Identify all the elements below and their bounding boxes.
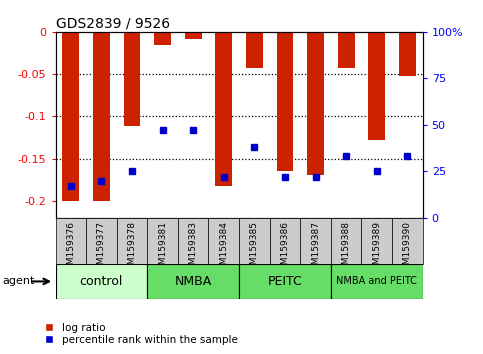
Bar bbox=[56, 264, 147, 299]
Bar bbox=[331, 218, 361, 264]
Text: GSM159381: GSM159381 bbox=[158, 221, 167, 276]
Text: GSM159378: GSM159378 bbox=[128, 221, 137, 276]
Bar bbox=[277, 32, 293, 171]
Bar bbox=[270, 218, 300, 264]
Text: GSM159390: GSM159390 bbox=[403, 221, 412, 276]
Text: GSM159383: GSM159383 bbox=[189, 221, 198, 276]
Text: GSM159389: GSM159389 bbox=[372, 221, 381, 276]
Bar bbox=[185, 32, 201, 39]
Text: GSM159376: GSM159376 bbox=[66, 221, 75, 276]
Text: GSM159386: GSM159386 bbox=[281, 221, 289, 276]
Bar bbox=[399, 32, 416, 76]
Bar bbox=[338, 32, 355, 68]
Bar bbox=[246, 32, 263, 68]
Bar bbox=[62, 32, 79, 201]
Bar bbox=[124, 32, 141, 126]
Legend: log ratio, percentile rank within the sample: log ratio, percentile rank within the sa… bbox=[34, 318, 242, 349]
Text: PEITC: PEITC bbox=[268, 275, 302, 288]
Bar bbox=[300, 218, 331, 264]
Bar bbox=[239, 218, 270, 264]
Text: GSM159384: GSM159384 bbox=[219, 221, 228, 276]
Bar bbox=[331, 264, 423, 299]
Text: agent: agent bbox=[2, 276, 35, 286]
Text: NMBA: NMBA bbox=[174, 275, 212, 288]
Text: GDS2839 / 9526: GDS2839 / 9526 bbox=[56, 16, 170, 30]
Text: control: control bbox=[80, 275, 123, 288]
Bar bbox=[361, 218, 392, 264]
Bar bbox=[147, 218, 178, 264]
Text: GSM159388: GSM159388 bbox=[341, 221, 351, 276]
Text: GSM159387: GSM159387 bbox=[311, 221, 320, 276]
Bar bbox=[239, 264, 331, 299]
Bar bbox=[117, 218, 147, 264]
Bar bbox=[369, 32, 385, 140]
Text: GSM159385: GSM159385 bbox=[250, 221, 259, 276]
Bar bbox=[86, 218, 117, 264]
Bar bbox=[93, 32, 110, 201]
Bar bbox=[392, 218, 423, 264]
Bar bbox=[147, 264, 239, 299]
Bar bbox=[178, 218, 209, 264]
Bar bbox=[307, 32, 324, 176]
Bar bbox=[209, 218, 239, 264]
Text: GSM159377: GSM159377 bbox=[97, 221, 106, 276]
Bar bbox=[56, 218, 86, 264]
Bar bbox=[215, 32, 232, 187]
Bar bbox=[154, 32, 171, 45]
Text: NMBA and PEITC: NMBA and PEITC bbox=[336, 276, 417, 286]
